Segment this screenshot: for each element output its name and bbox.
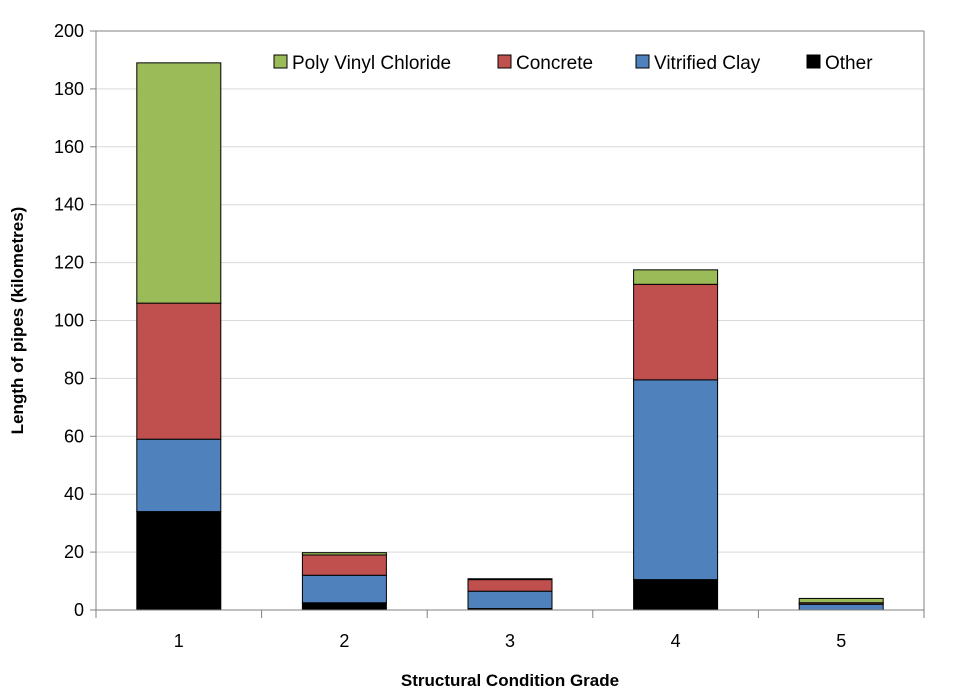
bar-segment-vitrified-clay: [467, 590, 553, 610]
x-tick-label: 1: [174, 631, 184, 651]
bar-segment-concrete: [467, 579, 553, 592]
y-axis-title: Length of pipes (kilometres): [8, 207, 27, 435]
y-tick-label: 100: [54, 311, 84, 331]
y-tick-label: 120: [54, 253, 84, 273]
legend: Poly Vinyl Chloride Concrete Vitrified Cla…: [273, 53, 873, 74]
legend-label: Poly Vinyl Chloride: [292, 53, 451, 74]
legend-swatch-concrete: [497, 54, 512, 69]
bar-segment-poly-vinyl-chloride: [136, 62, 222, 304]
y-tick-label: 140: [54, 195, 84, 215]
bar-segment-poly-vinyl-chloride: [467, 578, 553, 581]
y-tick-label: 40: [64, 484, 84, 504]
x-tick-label: 4: [671, 631, 681, 651]
x-tick-label: 2: [339, 631, 349, 651]
axes: [90, 30, 925, 618]
y-tick-label: 0: [74, 600, 84, 620]
x-tick-label: 5: [836, 631, 846, 651]
y-tick-label: 60: [64, 426, 84, 446]
bar-segment-other: [301, 602, 387, 611]
y-tick-label: 180: [54, 79, 84, 99]
legend-swatch-other: [806, 54, 821, 69]
y-tick-label: 160: [54, 137, 84, 157]
bar-segment-vitrified-clay: [136, 438, 222, 513]
bar-segment-vitrified-clay: [633, 379, 719, 581]
bar-segment-concrete: [301, 554, 387, 576]
legend-label: Vitrified Clay: [654, 53, 761, 74]
legend-label: Concrete: [516, 53, 593, 74]
bar-segment-poly-vinyl-chloride: [301, 552, 387, 556]
y-tick-label: 80: [64, 368, 84, 388]
bar-segment-concrete: [136, 302, 222, 440]
y-tick-label: 200: [54, 21, 84, 41]
bar-segment-vitrified-clay: [798, 603, 884, 611]
legend-label: Other: [825, 53, 873, 74]
x-axis-title: Structural Condition Grade: [401, 671, 619, 690]
bar-segment-other: [136, 511, 222, 611]
bar-segment-concrete: [633, 283, 719, 381]
legend-swatch-vitrified-clay: [635, 54, 650, 69]
legend-swatch-poly-vinyl-chloride: [273, 54, 288, 69]
bar-segment-poly-vinyl-chloride: [798, 597, 884, 604]
tick-labels: 0 20 40 60 80 100 120 140 160 180 200 1 2 3 4 5: [54, 21, 846, 651]
x-tick-label: 3: [505, 631, 515, 651]
bar-series-group: [136, 62, 884, 611]
bar-segment-poly-vinyl-chloride: [633, 269, 719, 285]
bar-segment-vitrified-clay: [301, 574, 387, 604]
bar-segment-other: [633, 579, 719, 611]
y-tick-label: 20: [64, 542, 84, 562]
